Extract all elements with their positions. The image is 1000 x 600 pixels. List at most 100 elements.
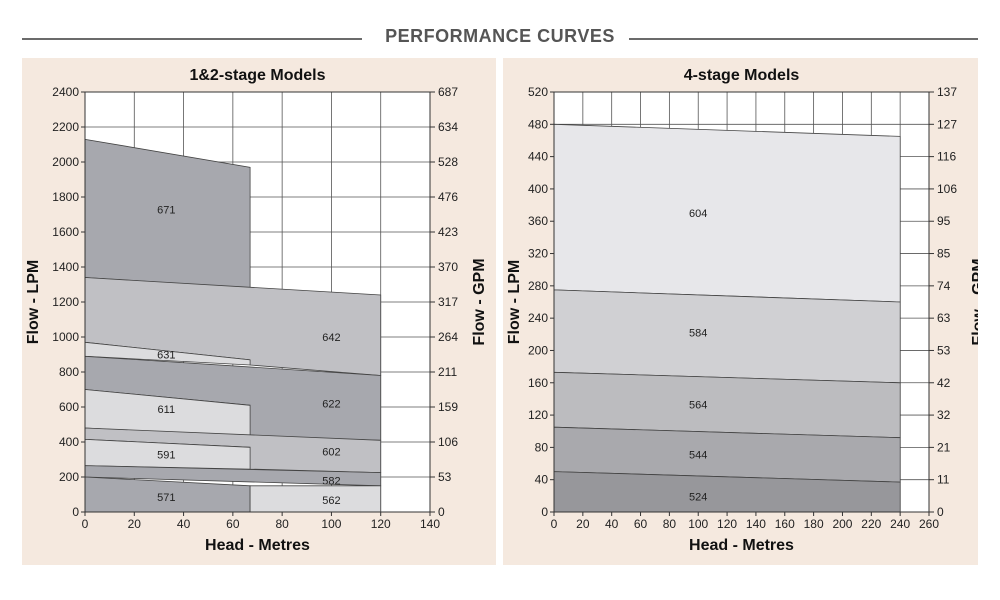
y2-tick-label: 32 — [937, 408, 951, 422]
y-tick-label: 400 — [528, 182, 548, 196]
y-tick-label: 280 — [528, 279, 548, 293]
x-tick-label: 20 — [128, 517, 142, 531]
y2-tick-label: 95 — [937, 214, 951, 228]
y2-axis-label: Flow - GPM — [471, 258, 488, 345]
x-tick-label: 240 — [890, 517, 910, 531]
y-tick-label: 440 — [528, 150, 548, 164]
y2-tick-label: 53 — [438, 470, 452, 484]
y-tick-label: 2000 — [52, 155, 79, 169]
chart-4-stage: 6045845645445240408012016020024028032036… — [506, 67, 978, 554]
chart-panel-1-2-stage: 671 642 631 622 611 602 591 582 571 562 0 200 400 600… — [22, 58, 496, 565]
x-tick-label: 120 — [371, 517, 391, 531]
y2-tick-label: 634 — [438, 120, 458, 134]
y2-tick-label: 11 — [937, 473, 950, 487]
y-tick-label: 200 — [59, 470, 79, 484]
y-tick-label: 80 — [535, 440, 549, 454]
y2-tick-label: 53 — [937, 343, 951, 357]
y2-tick-label: 116 — [937, 150, 956, 164]
y-axis-label: Flow - LPM — [25, 260, 42, 344]
y2-tick-label: 528 — [438, 155, 458, 169]
region-label: 544 — [689, 450, 707, 462]
x-tick-label: 60 — [226, 517, 240, 531]
y2-tick-label: 687 — [438, 85, 458, 99]
x-tick-label: 80 — [663, 517, 677, 531]
x-tick-label: 80 — [275, 517, 289, 531]
y2-tick-label: 159 — [438, 400, 458, 414]
y2-tick-label: 476 — [438, 190, 458, 204]
page-title-text: PERFORMANCE CURVES — [371, 26, 629, 46]
y-tick-label: 600 — [59, 400, 79, 414]
y-tick-label: 360 — [528, 214, 548, 228]
x-tick-label: 0 — [551, 517, 558, 531]
x-tick-label: 100 — [321, 517, 341, 531]
y2-tick-label: 317 — [438, 295, 458, 309]
x-tick-label: 140 — [746, 517, 766, 531]
y-tick-label: 0 — [541, 505, 548, 519]
y-tick-label: 0 — [72, 505, 79, 519]
x-tick-label: 200 — [832, 517, 852, 531]
region-label: 604 — [689, 208, 707, 220]
page-title-row: PERFORMANCE CURVES — [22, 26, 978, 54]
y-tick-label: 1200 — [52, 295, 79, 309]
y2-tick-label: 85 — [937, 247, 951, 261]
x-axis-label: Head - Metres — [689, 537, 794, 554]
y-tick-label: 40 — [535, 473, 549, 487]
y2-tick-label: 106 — [438, 435, 458, 449]
y2-tick-label: 21 — [937, 440, 951, 454]
region-label: 524 — [689, 492, 707, 504]
x-tick-label: 120 — [717, 517, 737, 531]
page-title: PERFORMANCE CURVES — [22, 26, 978, 47]
y2-tick-label: 211 — [438, 365, 457, 379]
title-rule-left — [22, 38, 362, 40]
region-label: 591 — [157, 449, 175, 461]
y2-tick-label: 370 — [438, 260, 458, 274]
region-label: 584 — [689, 328, 707, 340]
x-axis-label: Head - Metres — [205, 537, 310, 554]
x-tick-label: 40 — [605, 517, 619, 531]
y2-tick-label: 0 — [438, 505, 445, 519]
region-564 — [553, 371, 901, 439]
y2-tick-label: 127 — [937, 117, 957, 131]
x-tick-label: 0 — [82, 517, 89, 531]
y-tick-label: 1800 — [52, 190, 79, 204]
x-tick-label: 180 — [804, 517, 824, 531]
y2-tick-label: 106 — [937, 182, 957, 196]
x-tick-label: 20 — [576, 517, 590, 531]
y-tick-label: 400 — [59, 435, 79, 449]
y2-tick-label: 264 — [438, 330, 458, 344]
y-tick-label: 200 — [528, 343, 548, 357]
x-tick-label: 60 — [634, 517, 648, 531]
region-label: 602 — [322, 447, 340, 459]
y-tick-label: 1400 — [52, 260, 79, 274]
region-label: 562 — [322, 495, 340, 507]
y-tick-label: 240 — [528, 311, 548, 325]
x-tick-label: 40 — [177, 517, 191, 531]
y2-tick-label: 137 — [937, 85, 957, 99]
y-tick-label: 1600 — [52, 225, 79, 239]
chart-title: 1&2-stage Models — [189, 67, 325, 84]
y-tick-label: 320 — [528, 247, 548, 261]
region-604 — [553, 123, 901, 303]
y2-tick-label: 0 — [937, 505, 944, 519]
region-label: 671 — [157, 204, 175, 216]
region-label: 571 — [157, 492, 175, 504]
title-rule-right — [626, 38, 978, 40]
y2-tick-label: 74 — [937, 279, 951, 293]
y-tick-label: 160 — [528, 376, 548, 390]
y2-tick-label: 63 — [937, 311, 951, 325]
x-tick-label: 260 — [919, 517, 939, 531]
y2-tick-label: 423 — [438, 225, 458, 239]
chart-title: 4-stage Models — [684, 67, 800, 84]
x-tick-label: 100 — [688, 517, 708, 531]
region-label: 564 — [689, 400, 707, 412]
plot-frame — [553, 91, 930, 513]
y2-tick-label: 42 — [937, 376, 951, 390]
x-tick-label: 140 — [420, 517, 440, 531]
y-tick-label: 800 — [59, 365, 79, 379]
x-tick-label: 220 — [861, 517, 881, 531]
region-label: 582 — [322, 476, 340, 488]
y-tick-label: 480 — [528, 117, 548, 131]
region-label: 631 — [157, 350, 175, 362]
chart-panel-4-stage: 604 584 564 544 524 0 40 80 120 160 200 240 280 320 36… — [503, 58, 978, 565]
